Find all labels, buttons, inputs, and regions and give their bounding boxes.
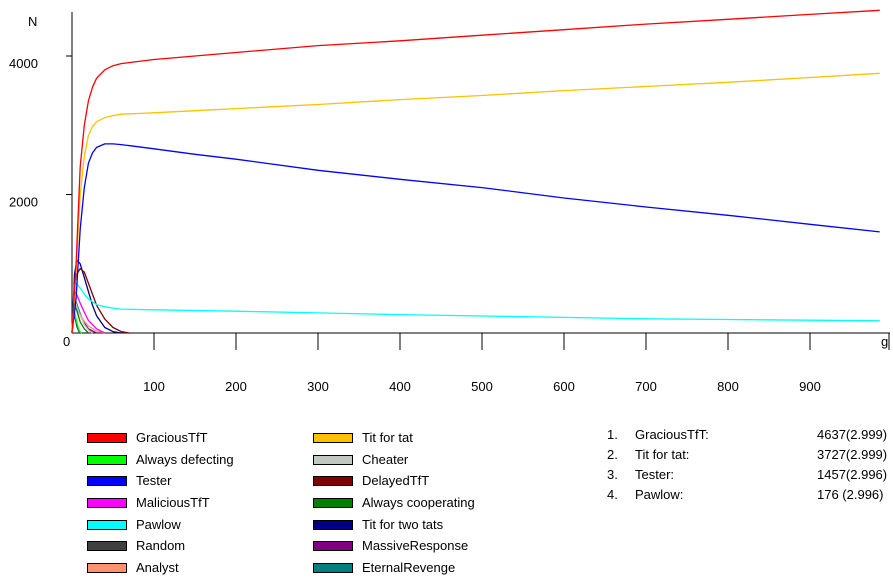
series-layer: [71, 9, 880, 334]
legend-item: MassiveResponse: [313, 535, 475, 557]
x-tick-label: 400: [389, 379, 411, 394]
x-axis-label: g: [881, 334, 888, 349]
legend-swatch: [313, 497, 353, 508]
ranking-list: 1. GraciousTfT: 4637(2.999) 2. Tit for tat: 3…: [607, 427, 893, 507]
legend-label: Random: [136, 538, 186, 554]
ranking-value: 3727(2.999): [817, 447, 888, 462]
legend-swatch: [87, 432, 127, 443]
x-tick-label: 300: [307, 379, 329, 394]
legend-item: Tit for tat: [313, 427, 475, 449]
ranking-number: 4.: [607, 487, 618, 502]
legend-swatch: [87, 476, 127, 487]
legend-item: Tit for two tats: [313, 514, 475, 536]
ranking-value: 176 (2.996): [817, 487, 884, 502]
ranking-value: 4637(2.999): [817, 427, 888, 442]
legend-swatch: [313, 454, 353, 465]
legend-label: Tit for tat: [362, 430, 413, 445]
legend-swatch: [87, 562, 127, 573]
ranking-number: 3.: [607, 467, 618, 482]
x-tick-label: 800: [717, 379, 739, 394]
legend-item: Cheater: [313, 449, 475, 471]
x-tick-label: 900: [799, 379, 821, 394]
legend-swatch: [87, 497, 127, 508]
ranking-row: 4. Pawlow: 176 (2.996): [607, 487, 893, 507]
legend-swatch: [313, 432, 353, 443]
legend-item: Tester: [87, 470, 234, 492]
legend-label: Tester: [136, 473, 172, 489]
series-line-gracioustft: [71, 9, 880, 334]
origin-label: 0: [63, 334, 70, 349]
legend-swatch: [87, 454, 127, 465]
legend-item: DelayedTfT: [313, 470, 475, 492]
legend-label: GraciousTfT: [136, 430, 208, 445]
legend-label: Pawlow: [136, 516, 181, 532]
legend-column-2: Tit for tat Cheater DelayedTfT Always coope…: [313, 427, 475, 579]
legend-swatch: [313, 541, 353, 552]
y-axis-label: N: [28, 14, 37, 29]
series-line-pawlow: [71, 282, 880, 334]
legend-label: DelayedTfT: [362, 473, 430, 489]
legend-swatch: [313, 476, 353, 487]
legend-item: Pawlow: [87, 514, 234, 536]
legend-item: EternalRevenge: [313, 557, 475, 579]
axes: Ng 0 2000 4000 100 200 300 400 500 600 700 800 900: [9, 12, 890, 394]
legend-label: Cheater: [362, 451, 409, 467]
ranking-row: 3. Tester: 1457(2.996): [607, 467, 893, 487]
ranking-name: Pawlow:: [635, 487, 684, 502]
x-tick-label: 600: [553, 379, 575, 394]
legend-label: MassiveResponse: [362, 538, 469, 554]
ranking-name: Tester:: [635, 467, 675, 482]
series-line-tester: [71, 143, 880, 334]
legend-swatch: [313, 562, 353, 573]
ranking-name: GraciousTfT:: [635, 427, 709, 442]
legend-item: MaliciousTfT: [87, 492, 234, 514]
legend-swatch: [87, 541, 127, 552]
ranking-name: Tit for tat:: [635, 447, 690, 462]
legend-column-1: GraciousTfT Always defecting Tester Malicio…: [87, 427, 234, 579]
ranking-value: 1457(2.996): [817, 467, 888, 482]
x-tick-label: 700: [635, 379, 657, 394]
legend-item: Analyst: [87, 557, 234, 579]
legend-swatch: [87, 519, 127, 530]
ranking-number: 2.: [607, 447, 618, 462]
legend-swatch: [313, 519, 353, 530]
x-tick-label: 200: [225, 379, 247, 394]
legend-label: EternalRevenge: [362, 560, 456, 576]
x-tick-label: 500: [471, 379, 493, 394]
legend-item: Always defecting: [87, 449, 234, 471]
legend-item: Random: [87, 535, 234, 557]
legend-label: Always cooperating: [362, 495, 475, 511]
legend-label: Always defecting: [136, 451, 234, 467]
legend-item: GraciousTfT: [87, 427, 234, 449]
y-tick-label: 4000: [9, 56, 38, 71]
ranking-row: 1. GraciousTfT: 4637(2.999): [607, 427, 893, 447]
legend-label: Tit for two tats: [362, 516, 444, 532]
y-tick-label: 2000: [9, 195, 38, 210]
legend-label: Analyst: [136, 560, 179, 576]
series-line-tit-for-tat: [71, 72, 880, 334]
ranking-row: 2. Tit for tat: 3727(2.999): [607, 447, 893, 467]
legend-item: Always cooperating: [313, 492, 475, 514]
ranking-number: 1.: [607, 427, 618, 442]
x-tick-label: 100: [143, 379, 165, 394]
legend-label: MaliciousTfT: [136, 495, 210, 511]
